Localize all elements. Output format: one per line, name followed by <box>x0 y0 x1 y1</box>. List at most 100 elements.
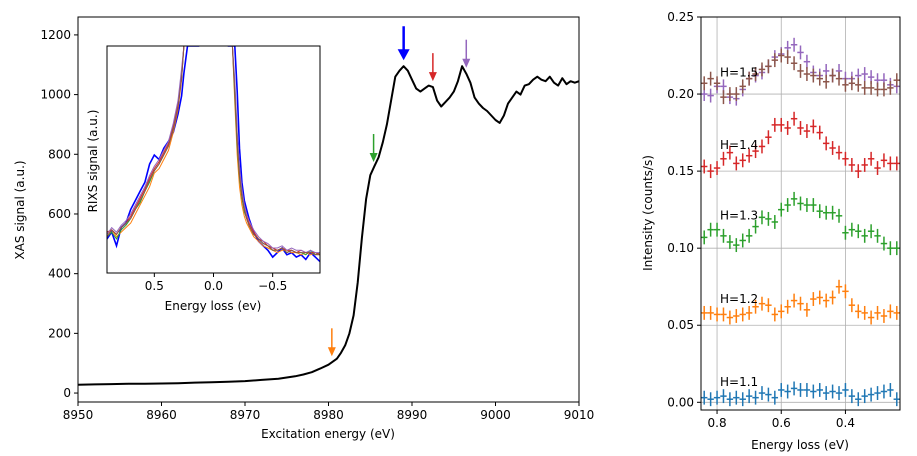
intensity-point <box>790 191 798 206</box>
rixs-xtick-label: 0.5 <box>145 279 164 293</box>
intensity-point <box>829 290 836 305</box>
intensity-point <box>842 151 849 166</box>
rixs-series-line-left-5 <box>107 46 200 237</box>
xas-panel: 8950 8960 8970 8980 8990 9000 9010 0 200 400 600 80… <box>13 16 594 441</box>
intensity-point <box>778 117 785 132</box>
intensity-point <box>893 305 900 320</box>
intensity-point <box>778 48 785 63</box>
rixs-xtick-label: 0.0 <box>204 279 223 293</box>
intensity-point <box>790 293 798 308</box>
intensity-point <box>752 67 759 81</box>
intensity-point <box>745 389 753 404</box>
intensity-point <box>880 309 888 323</box>
intensity-point <box>887 383 894 397</box>
intensity-plot-area <box>701 37 900 407</box>
intensity-point <box>880 384 888 399</box>
intensity-point <box>829 384 836 399</box>
intensity-point <box>835 386 843 400</box>
intensity-point <box>745 305 753 320</box>
xas-marker-arrow-2 <box>397 26 410 61</box>
intensity-point <box>739 153 746 168</box>
intensity-point <box>726 392 734 407</box>
intensity-point <box>848 158 856 172</box>
intensity-point <box>803 124 811 138</box>
intensity-ytick-label: 0.00 <box>667 395 694 409</box>
intensity-point <box>713 222 721 237</box>
intensity-annotations: H=1.1 H=1.2 H=1.3 H=1.4 H=1.5 <box>720 65 758 389</box>
rixs-series-line-right-1 <box>227 46 320 256</box>
intensity-point <box>842 383 849 397</box>
intensity-point <box>771 117 779 132</box>
rixs-ylabel: RIXS signal (a.u.) <box>86 110 100 213</box>
xas-xlabel: Excitation energy (eV) <box>261 427 395 441</box>
rixs-series-line-left-1 <box>107 46 200 238</box>
intensity-point <box>861 228 868 243</box>
intensity-series-0 <box>701 381 900 407</box>
intensity-point <box>867 310 875 325</box>
xas-xtick-label: 8980 <box>313 408 344 422</box>
intensity-point <box>784 299 791 314</box>
intensity-point <box>701 305 708 320</box>
intensity-point <box>893 156 900 171</box>
intensity-panel: 0.8 0.6 0.40.000.050.100.150.200.25 H=1.1H… <box>641 10 901 452</box>
intensity-point <box>720 90 727 105</box>
intensity-point <box>816 125 823 140</box>
intensity-point <box>720 228 727 243</box>
intensity-point <box>707 392 714 407</box>
intensity-point <box>887 80 894 95</box>
intensity-point <box>733 309 740 323</box>
intensity-point <box>771 390 779 405</box>
xas-marker-arrow-head <box>462 58 471 68</box>
intensity-point <box>726 235 734 249</box>
intensity-point <box>835 279 843 294</box>
intensity-point <box>733 87 740 101</box>
intensity-point <box>790 37 798 52</box>
xas-xtick-label: 9000 <box>480 408 511 422</box>
rixs-inset-background <box>107 46 320 273</box>
intensity-point <box>765 59 772 74</box>
intensity-series-3 <box>701 111 900 179</box>
intensity-series-label: H=1.4 <box>720 138 758 152</box>
intensity-point <box>784 384 791 399</box>
xas-ytick-label: 200 <box>48 326 71 340</box>
xas-ytick-label: 400 <box>48 267 71 281</box>
intensity-point <box>816 383 823 397</box>
intensity-point <box>707 305 714 320</box>
intensity-point <box>778 202 785 217</box>
intensity-point <box>829 141 836 155</box>
intensity-point <box>842 225 849 240</box>
intensity-point <box>803 54 811 69</box>
intensity-point <box>701 230 708 245</box>
intensity-point <box>867 387 875 402</box>
xas-xtick-label: 8950 <box>63 408 94 422</box>
xas-ylabel: XAS signal (a.u.) <box>13 160 27 259</box>
intensity-point <box>867 224 875 239</box>
intensity-axes-frame <box>700 16 901 411</box>
intensity-point <box>842 77 849 92</box>
intensity-point <box>771 215 779 229</box>
xas-ytick-label: 0 <box>63 386 71 400</box>
intensity-point <box>861 389 868 404</box>
intensity-point <box>758 62 766 77</box>
intensity-point <box>887 241 894 256</box>
intensity-point <box>855 164 862 179</box>
xas-series-line-0 <box>77 65 580 386</box>
intensity-series-label: H=1.3 <box>720 209 758 223</box>
xas-ytick-label: 1200 <box>40 28 71 42</box>
intensity-point <box>803 198 811 212</box>
intensity-point <box>803 302 811 317</box>
intensity-point <box>707 222 714 237</box>
intensity-point <box>893 241 900 256</box>
xas-ytick-label: 600 <box>48 207 71 221</box>
intensity-point <box>810 119 817 134</box>
intensity-series-label: H=1.5 <box>720 65 758 79</box>
intensity-point <box>816 204 823 219</box>
intensity-point <box>745 148 753 163</box>
xas-xtick-label: 8990 <box>397 408 428 422</box>
xas-marker-arrow-head <box>327 347 336 357</box>
intensity-series-2 <box>701 191 900 256</box>
intensity-point <box>701 390 708 405</box>
intensity-point <box>867 151 875 166</box>
intensity-point <box>765 298 772 313</box>
intensity-ytick-label: 0.05 <box>667 318 694 332</box>
